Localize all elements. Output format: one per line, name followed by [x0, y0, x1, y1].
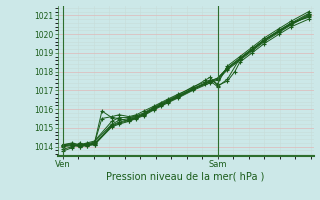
X-axis label: Pression niveau de la mer( hPa ): Pression niveau de la mer( hPa ) — [107, 172, 265, 182]
